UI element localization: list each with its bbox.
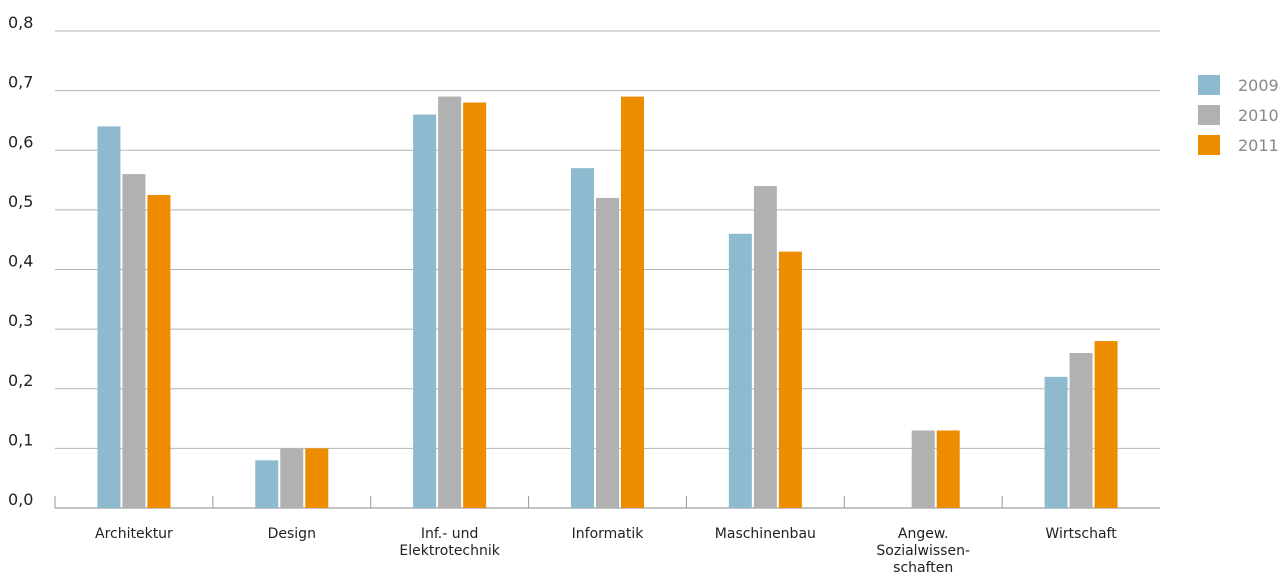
legend-label: 2011: [1238, 136, 1279, 155]
x-tick-label: Wirtschaft: [1045, 526, 1117, 542]
y-tick-label: 0,8: [8, 13, 33, 32]
bar: [255, 460, 279, 508]
legend-swatch: [1198, 75, 1220, 95]
bar: [621, 96, 644, 509]
bar: [1044, 376, 1068, 508]
x-tick-label: Architektur: [95, 526, 173, 542]
y-tick-label: 0,6: [8, 132, 33, 151]
y-tick-label: 0,4: [8, 252, 33, 271]
legend-label: 2010: [1238, 106, 1279, 125]
y-tick-label: 0,1: [8, 430, 33, 449]
bar: [936, 430, 960, 508]
legend-swatch: [1198, 135, 1220, 155]
x-tick-label: Sozialwissen-: [876, 543, 970, 559]
bar: [571, 168, 594, 508]
bar: [1094, 341, 1118, 508]
x-tick-label: schaften: [893, 560, 953, 576]
y-tick-label: 0,5: [8, 192, 33, 211]
bar: [305, 448, 329, 508]
x-tick-label: Angew.: [898, 526, 949, 542]
legend-label: 2009: [1238, 76, 1279, 95]
bar: [147, 194, 171, 508]
bar: [1069, 352, 1093, 508]
bar: [728, 233, 752, 508]
bar: [280, 448, 304, 508]
bar: [438, 96, 462, 509]
y-tick-label: 0,0: [8, 490, 33, 509]
bar: [463, 102, 487, 509]
legend-swatch: [1198, 105, 1220, 125]
bars: [97, 96, 1118, 509]
y-tick-label: 0,2: [8, 371, 33, 390]
bar: [413, 114, 437, 508]
x-tick-label: Inf.- und: [421, 526, 479, 542]
y-tick-label: 0,3: [8, 311, 33, 330]
x-axis: Architektur Design Inf.- undElektrotechnik…: [54, 496, 1160, 576]
x-tick-label: Design: [268, 526, 316, 542]
bar: [122, 174, 146, 508]
bar: [778, 251, 802, 509]
x-tick-label: Informatik: [572, 526, 645, 542]
y-tick-label: 0,7: [8, 73, 33, 92]
bar: [753, 186, 777, 508]
legend: 2009 2010 2011: [1198, 75, 1279, 155]
y-axis: 0,0 0,1 0,2 0,3 0,4 0,5 0,6 0,7 0,8: [8, 13, 33, 509]
bar: [911, 430, 935, 508]
bar: [97, 126, 121, 509]
x-tick-label: Maschinenbau: [715, 526, 816, 542]
bar: [596, 197, 619, 508]
x-tick-label: Elektrotechnik: [399, 543, 500, 559]
